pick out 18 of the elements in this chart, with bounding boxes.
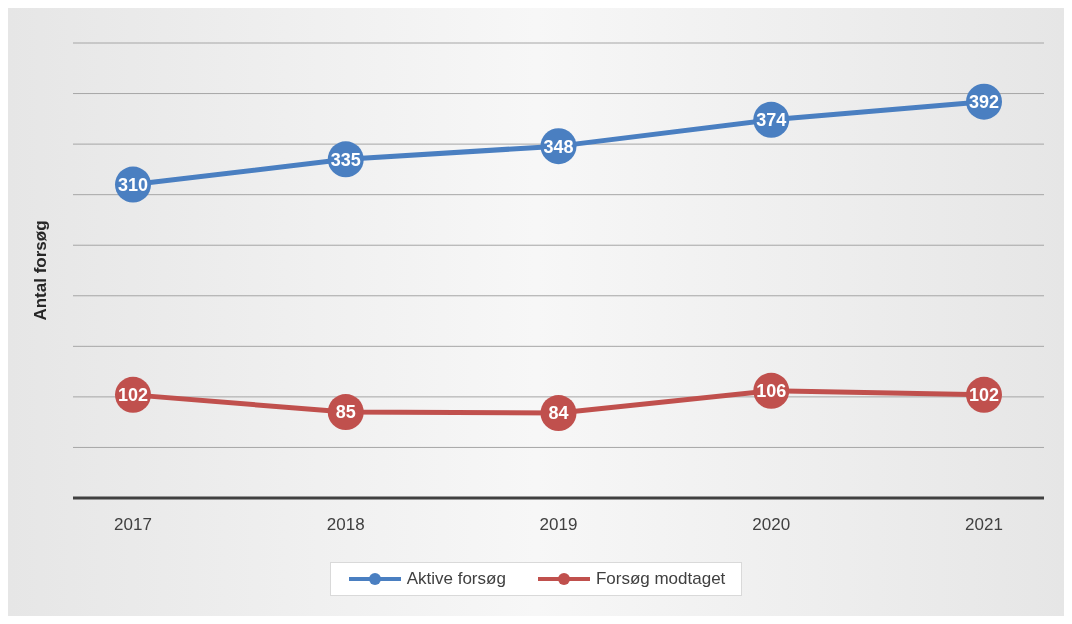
data-label: 102 (117, 385, 149, 406)
x-tick-label: 2020 (752, 515, 791, 535)
x-tick-label: 2018 (326, 515, 365, 535)
data-label: 374 (756, 110, 787, 131)
y-axis-title: Antal forsøg (31, 220, 51, 321)
data-label: 102 (968, 385, 1000, 406)
data-label: 348 (543, 136, 574, 157)
legend-label: Aktive forsøg (405, 569, 506, 589)
x-tick-label: 2021 (965, 515, 1003, 535)
data-label: 335 (330, 149, 361, 170)
data-label: 84 (548, 403, 569, 424)
x-tick-label: 2019 (539, 515, 578, 535)
x-tick-label: 2017 (114, 515, 152, 535)
data-label: 392 (968, 92, 1000, 113)
legend-label: Forsøg modtaget (594, 569, 726, 589)
data-label: 85 (335, 402, 356, 423)
data-label: 106 (756, 381, 787, 402)
data-label: 310 (117, 174, 149, 195)
